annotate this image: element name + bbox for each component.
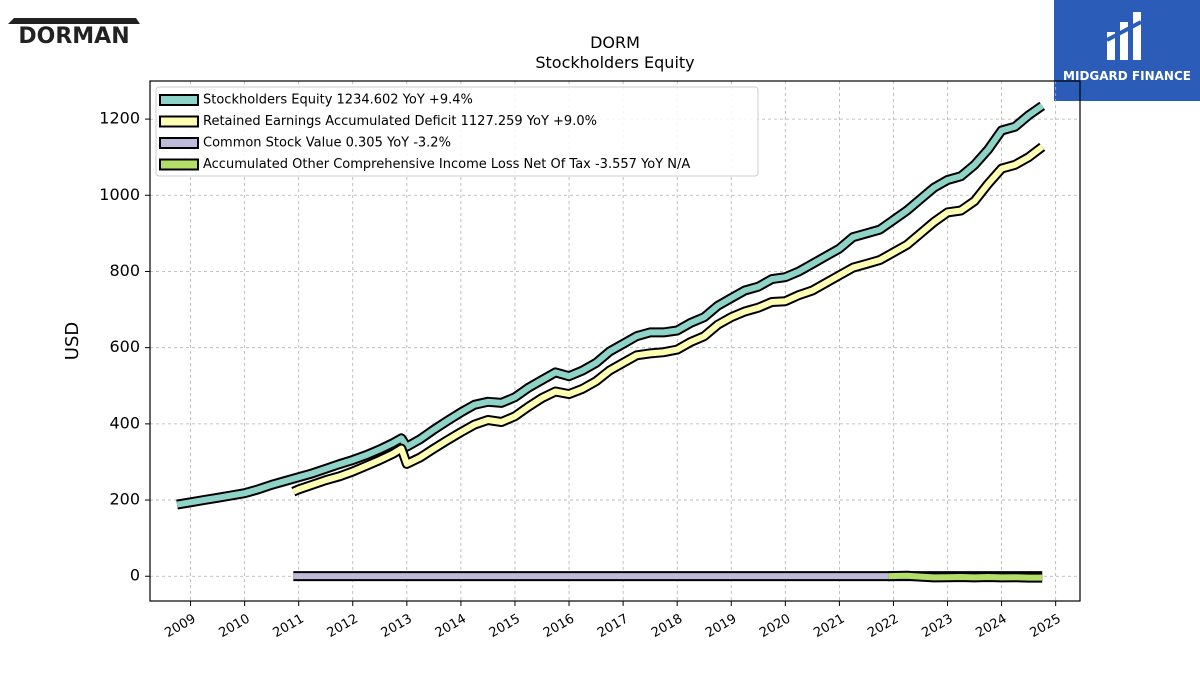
y-axis: 0 200 400 600 800 1000 1200	[99, 109, 150, 585]
x-tick-label: 2019	[703, 611, 739, 641]
y-tick-label: 200	[109, 490, 140, 509]
midgard-finance-name: MIDGARD FINANCE	[1063, 69, 1191, 83]
legend-swatch	[159, 115, 199, 128]
y-tick-label: 600	[109, 337, 140, 356]
y-tick-label: 0	[130, 566, 140, 585]
x-tick-label: 2025	[1028, 611, 1064, 641]
legend: Stockholders Equity 1234.602 YoY +9.4% Re…	[155, 86, 759, 177]
x-tick-label: 2009	[162, 611, 198, 641]
x-axis: 2009 2010 2011 2012 2013 2014 2015 2016 2017 2018…	[162, 601, 1064, 641]
x-tick-label: 2010	[216, 611, 252, 641]
legend-entry: Retained Earnings Accumulated Deficit 11…	[203, 114, 597, 129]
chart-subtitle: Stockholders Equity	[535, 53, 694, 72]
x-tick-label: 2021	[811, 611, 847, 641]
legend-swatch	[159, 137, 199, 149]
series-0	[176, 101, 1046, 510]
x-tick-label: 2015	[487, 611, 523, 641]
series-3	[887, 570, 1043, 583]
x-tick-label: 2018	[649, 611, 685, 641]
x-tick-label: 2013	[379, 611, 415, 641]
legend-swatch	[159, 94, 199, 106]
y-tick-label: 1200	[99, 109, 140, 128]
y-tick-label: 800	[109, 261, 140, 280]
x-tick-label: 2022	[865, 611, 901, 641]
x-tick-label: 2011	[271, 611, 307, 641]
dorman-logo-text: DORMAN	[18, 24, 129, 46]
y-tick-label: 400	[109, 413, 140, 432]
legend-swatch	[159, 158, 199, 171]
series-line	[176, 103, 1044, 508]
x-tick-label: 2024	[973, 611, 1009, 641]
x-tick-label: 2020	[757, 611, 793, 641]
midgard-logo-mark	[1106, 12, 1142, 60]
x-tick-label: 2023	[919, 611, 955, 641]
dorman-logo: DORMAN	[8, 18, 140, 46]
series-layer	[176, 101, 1046, 583]
legend-entry: Accumulated Other Comprehensive Income L…	[203, 157, 690, 172]
y-axis-label: USD	[62, 322, 83, 360]
legend-entry: Common Stock Value 0.305 YoY -3.2%	[203, 136, 451, 151]
midgard-finance-logo: MIDGARD FINANCE	[1054, 0, 1200, 101]
x-tick-label: 2012	[325, 611, 361, 641]
series-1	[291, 142, 1046, 497]
x-tick-label: 2016	[541, 611, 577, 641]
chart-title: DORM	[590, 33, 640, 52]
x-tick-label: 2017	[595, 611, 631, 641]
legend-entry: Stockholders Equity 1234.602 YoY +9.4%	[203, 93, 473, 108]
legend-box	[155, 86, 759, 177]
y-tick-label: 1000	[99, 185, 140, 204]
series-line	[292, 144, 1045, 495]
series-line	[888, 572, 1043, 581]
x-tick-label: 2014	[433, 611, 469, 641]
plot-frame	[149, 80, 1081, 602]
